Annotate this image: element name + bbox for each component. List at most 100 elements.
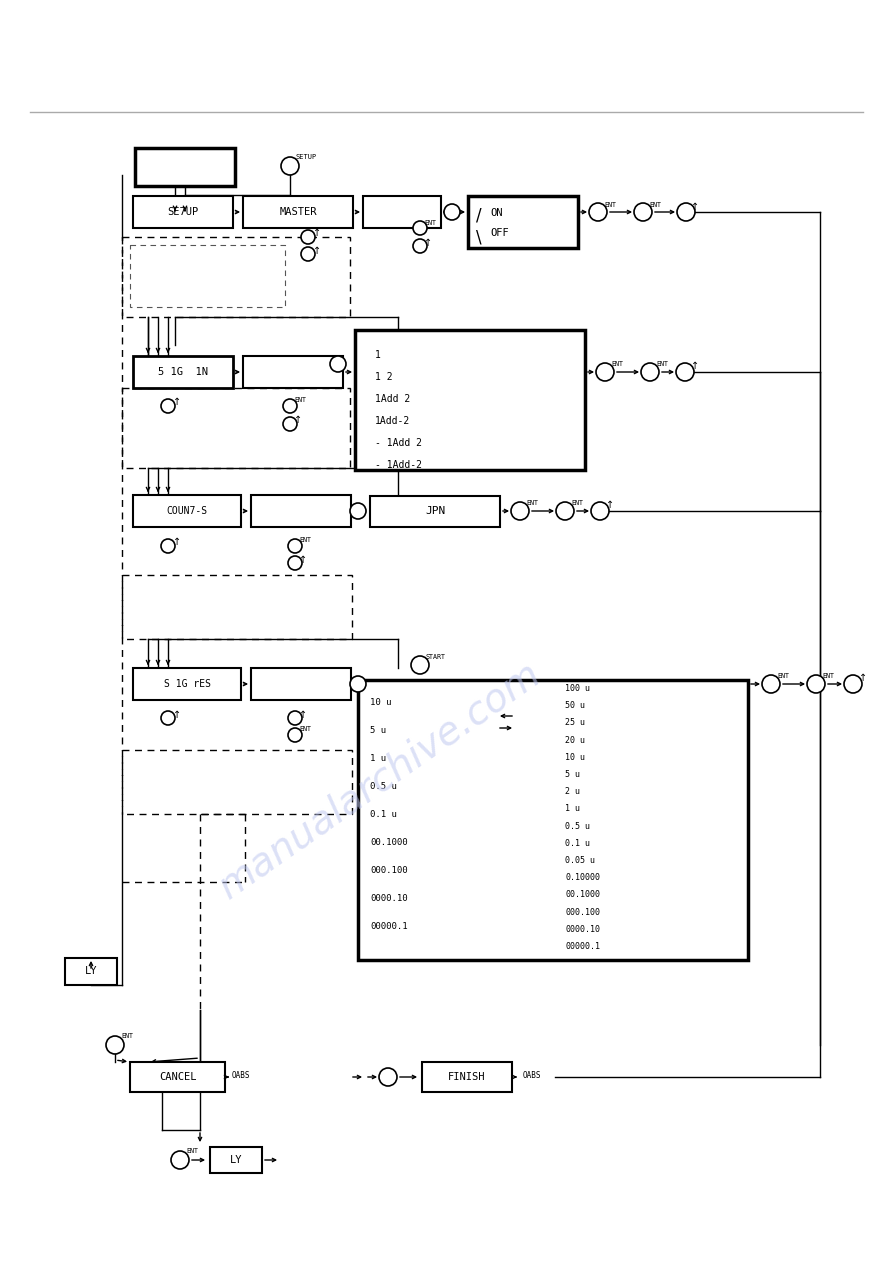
Circle shape [171, 1151, 189, 1170]
Text: /: / [476, 207, 481, 225]
Circle shape [283, 417, 297, 431]
Text: ENT: ENT [611, 361, 623, 368]
Text: 5 u: 5 u [370, 726, 386, 735]
Text: 1 u: 1 u [370, 754, 386, 763]
Text: ENT: ENT [299, 537, 311, 543]
Circle shape [330, 356, 346, 373]
Circle shape [288, 539, 302, 553]
Text: ENT: ENT [186, 1148, 198, 1154]
Text: CANCEL: CANCEL [159, 1072, 196, 1082]
Text: - 1Add-2: - 1Add-2 [375, 460, 422, 470]
Text: START: START [426, 654, 446, 661]
FancyBboxPatch shape [422, 1062, 512, 1092]
Text: LY: LY [230, 1154, 242, 1164]
Text: 0.5 u: 0.5 u [370, 782, 396, 791]
Text: 0.10000: 0.10000 [565, 873, 600, 882]
Circle shape [807, 674, 825, 693]
FancyBboxPatch shape [130, 1062, 225, 1092]
Text: 25 u: 25 u [565, 719, 585, 727]
Circle shape [444, 205, 460, 220]
Text: 1 u: 1 u [565, 805, 580, 813]
Text: 00.1000: 00.1000 [370, 837, 407, 847]
Text: ENT: ENT [571, 500, 583, 506]
Text: - 1Add 2: - 1Add 2 [375, 438, 422, 448]
Text: 50 u: 50 u [565, 701, 585, 710]
Text: COUN7-S: COUN7-S [166, 506, 207, 517]
Circle shape [641, 362, 659, 381]
Circle shape [288, 727, 302, 741]
Text: 20 u: 20 u [565, 735, 585, 745]
Circle shape [350, 503, 366, 519]
FancyBboxPatch shape [133, 356, 233, 388]
Text: ↑: ↑ [313, 246, 321, 256]
FancyBboxPatch shape [135, 148, 235, 186]
Text: ENT: ENT [656, 361, 668, 368]
Text: ENT: ENT [121, 1033, 133, 1039]
Circle shape [106, 1036, 124, 1055]
Text: 000.100: 000.100 [565, 908, 600, 917]
Circle shape [161, 711, 175, 725]
Text: LY: LY [85, 966, 97, 976]
Text: 100 u: 100 u [565, 685, 590, 693]
Text: ↑: ↑ [294, 416, 302, 426]
Text: ↑: ↑ [173, 537, 181, 547]
FancyBboxPatch shape [358, 679, 748, 960]
Circle shape [844, 674, 862, 693]
Circle shape [350, 676, 366, 692]
Text: 1Add 2: 1Add 2 [375, 394, 410, 404]
Circle shape [301, 248, 315, 261]
Text: ↑: ↑ [691, 361, 699, 371]
Text: 10 u: 10 u [565, 753, 585, 762]
Circle shape [161, 399, 175, 413]
Circle shape [283, 399, 297, 413]
Text: 0.05 u: 0.05 u [565, 856, 595, 865]
Text: 2 u: 2 u [565, 787, 580, 796]
Text: ↑: ↑ [424, 237, 432, 248]
Text: ON: ON [490, 208, 503, 218]
Circle shape [556, 501, 574, 520]
Circle shape [413, 221, 427, 235]
Text: \: \ [476, 229, 481, 246]
Circle shape [634, 203, 652, 221]
Text: FINISH: FINISH [448, 1072, 486, 1082]
Circle shape [677, 203, 695, 221]
FancyBboxPatch shape [210, 1147, 262, 1173]
Circle shape [591, 501, 609, 520]
Text: ↑: ↑ [313, 229, 321, 237]
FancyBboxPatch shape [243, 356, 343, 388]
Text: ENT: ENT [822, 673, 834, 679]
Circle shape [301, 230, 315, 244]
Text: 5 1G  1N: 5 1G 1N [158, 368, 208, 376]
Text: 10 u: 10 u [370, 698, 391, 707]
Text: ↑: ↑ [606, 500, 614, 510]
Text: 0.1 u: 0.1 u [370, 810, 396, 818]
Text: SE7UP: SE7UP [167, 207, 198, 217]
FancyBboxPatch shape [355, 330, 585, 470]
Text: ↑: ↑ [859, 673, 867, 683]
Circle shape [288, 556, 302, 570]
Text: OABS: OABS [523, 1071, 541, 1080]
Circle shape [511, 501, 529, 520]
Text: S 1G rES: S 1G rES [163, 679, 211, 690]
FancyBboxPatch shape [65, 959, 117, 985]
FancyBboxPatch shape [133, 668, 241, 700]
Text: JPN: JPN [425, 506, 445, 517]
Text: 000.100: 000.100 [370, 866, 407, 875]
FancyBboxPatch shape [243, 196, 353, 229]
Text: manualarchive.com: manualarchive.com [212, 654, 548, 906]
FancyBboxPatch shape [251, 495, 351, 527]
FancyBboxPatch shape [133, 196, 233, 229]
Text: ↑: ↑ [173, 710, 181, 720]
Circle shape [596, 362, 614, 381]
Text: 0.5 u: 0.5 u [565, 822, 590, 831]
Circle shape [762, 674, 780, 693]
Text: ENT: ENT [777, 673, 789, 679]
FancyBboxPatch shape [468, 196, 578, 248]
Text: OFF: OFF [490, 229, 509, 237]
Text: MASTER: MASTER [280, 207, 317, 217]
Text: ENT: ENT [649, 202, 661, 208]
Text: ENT: ENT [604, 202, 616, 208]
Text: ↑: ↑ [691, 202, 699, 212]
Text: ENT: ENT [424, 220, 436, 226]
Circle shape [281, 157, 299, 176]
